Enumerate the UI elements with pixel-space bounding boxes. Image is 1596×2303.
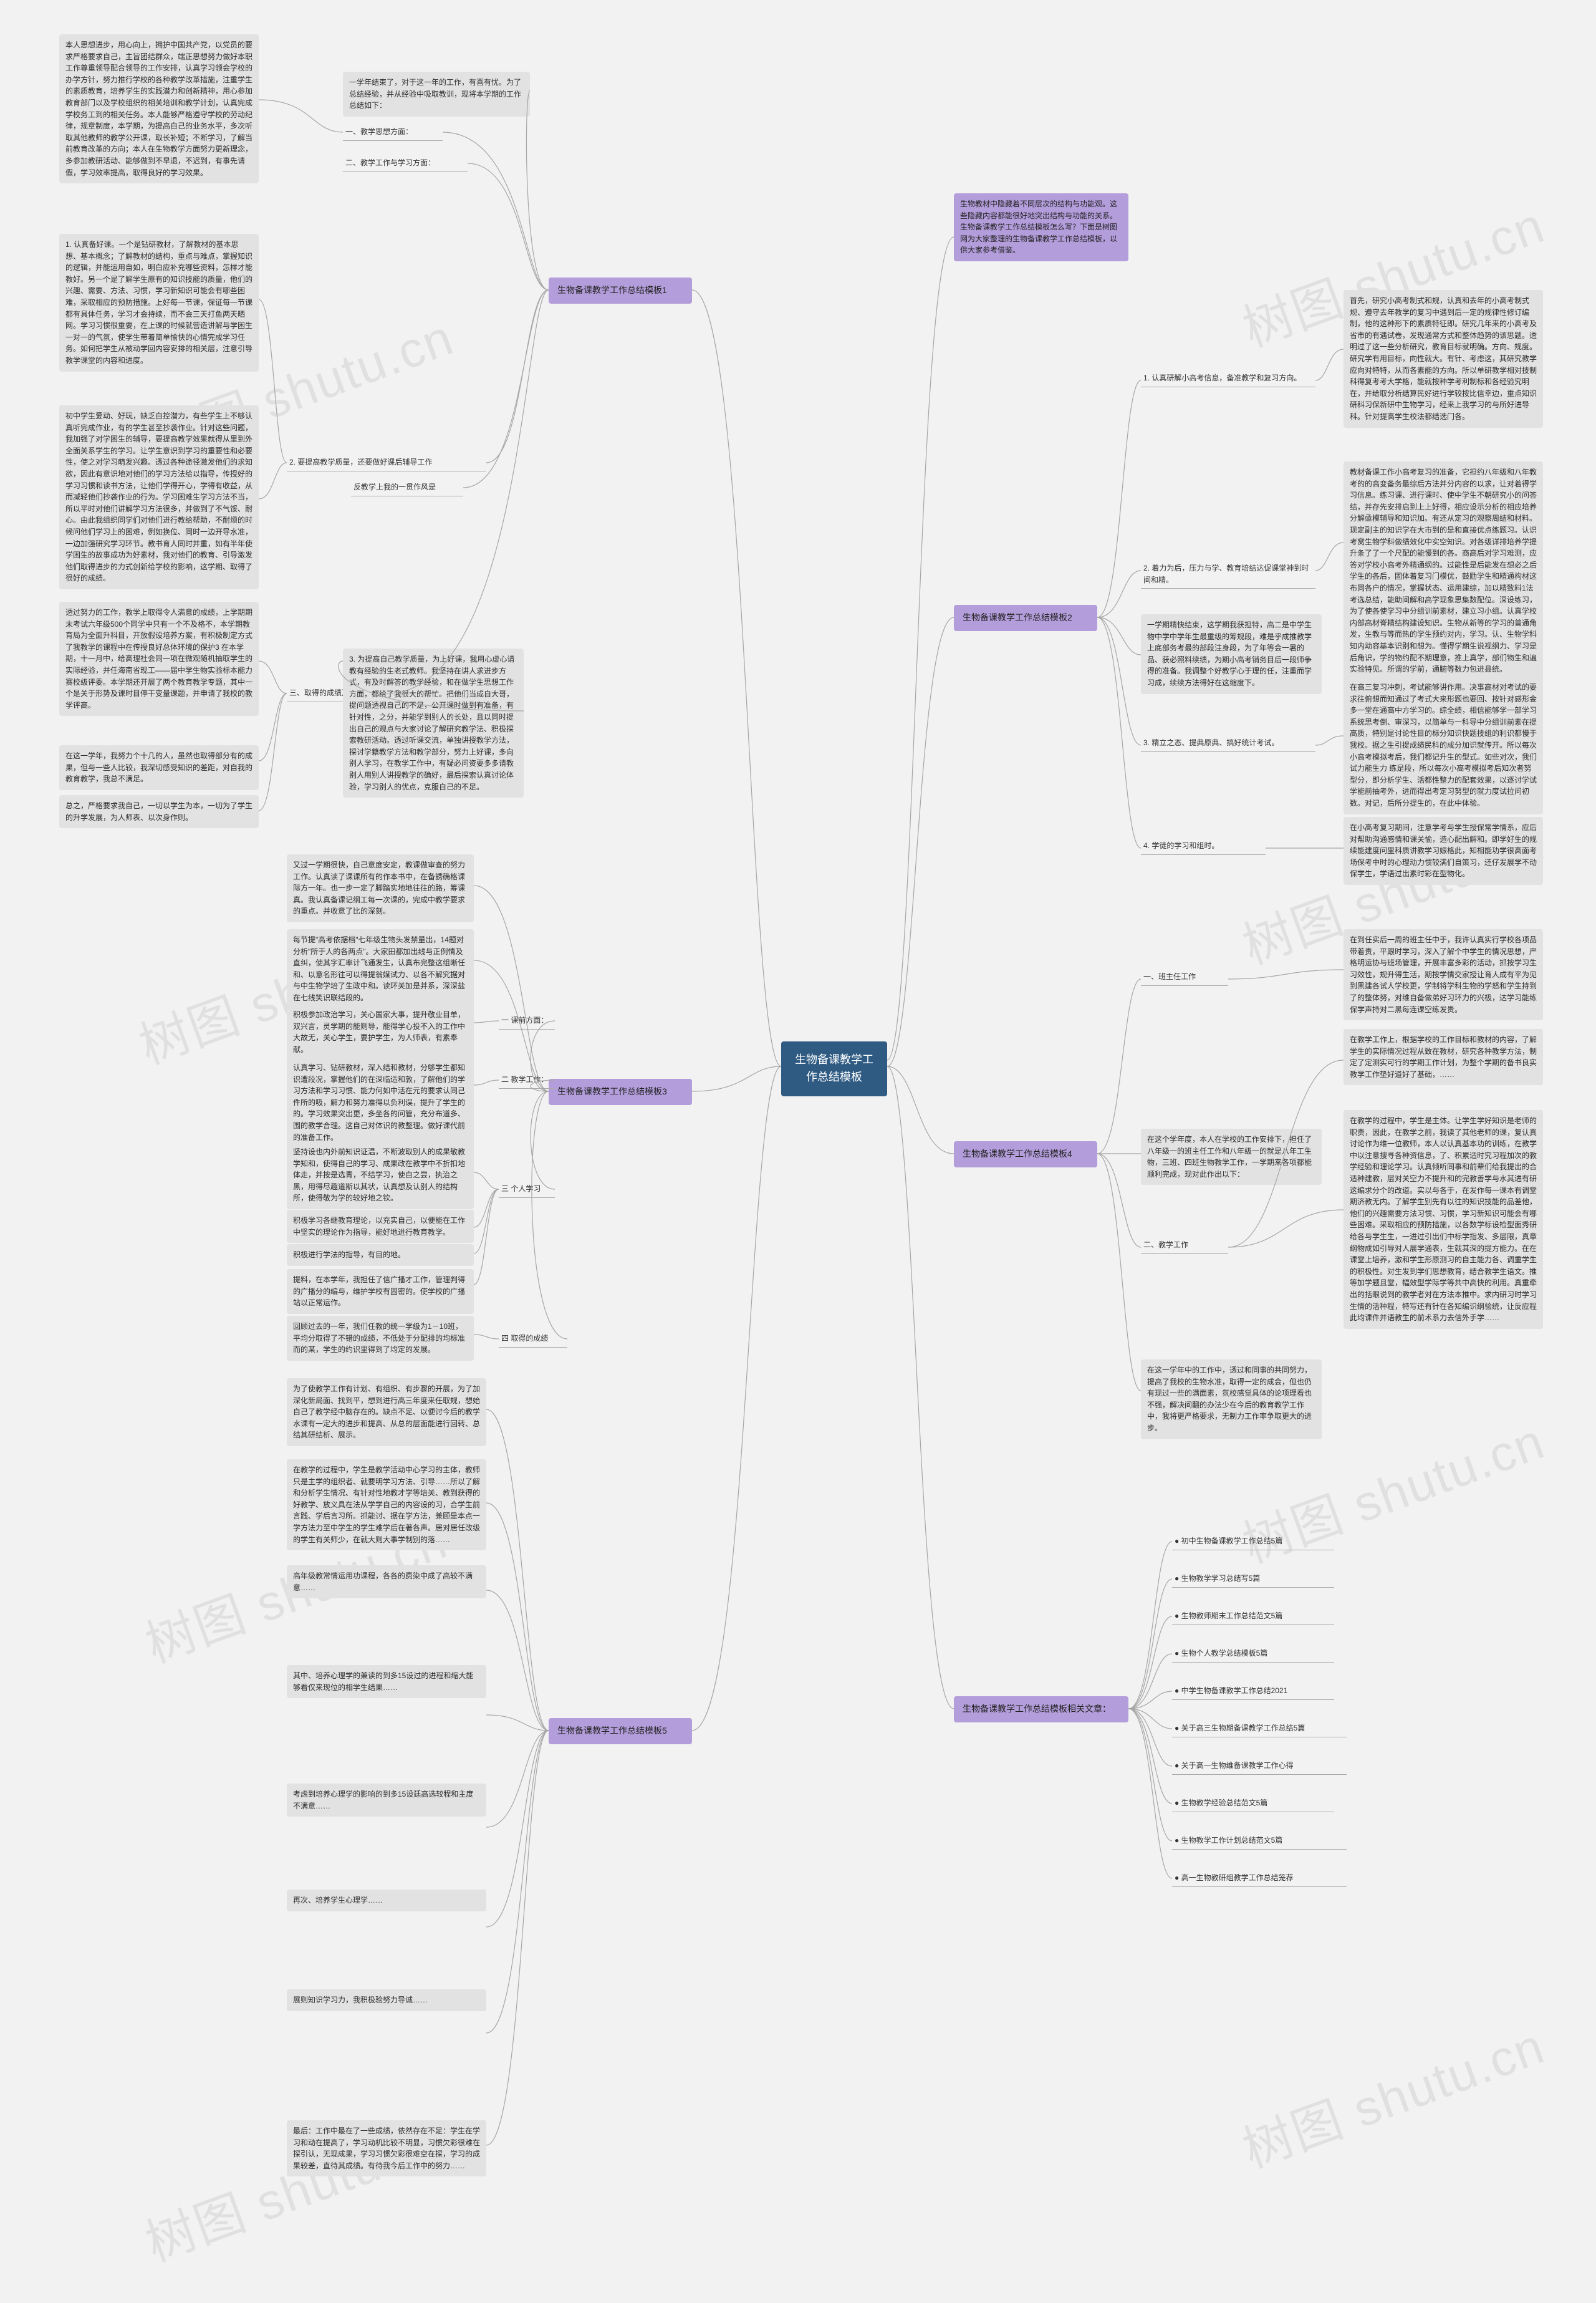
related-8: ● 生物教学经验总结范文5篇 xyxy=(1172,1796,1334,1812)
watermark: 树图 shutu.cn xyxy=(1231,2006,1553,2182)
related-9: ● 生物教学工作计划总结范文5篇 xyxy=(1172,1833,1347,1850)
b5-p6: 再次、培养学生心理学…… xyxy=(287,1890,486,1911)
b1-r2: 在这一学年，我努力个十几的人，虽然也取得部分有的成果，但与一些人比较，我深切感受… xyxy=(59,745,259,790)
branch-5: 生物备课教学工作总结模板5 xyxy=(549,1718,692,1744)
branch-3: 生物备课教学工作总结模板3 xyxy=(549,1079,692,1105)
b5-p1: 为了使教学工作有计划、有组织、有步骤的开展，为了加深化新局面、找到平，想到进行高… xyxy=(287,1378,486,1446)
branch-1: 生物备课教学工作总结模板1 xyxy=(549,278,692,304)
branch-2: 生物备课教学工作总结模板2 xyxy=(954,605,1097,631)
b1-foot: 反教学上我的一贯作风是 xyxy=(351,480,463,496)
b3-p0: 又过一学期很快，自己意度安定，教课做审查的努力工作。认真读了课课所有的作本书中，… xyxy=(287,854,474,922)
b5-p4: 其中、培养心理学的兼读的到多15设过的进程和缩大能够看仅来现位的相学生结果…… xyxy=(287,1665,486,1698)
b2-p1h: 1. 认真研解小高考信息，备准教学和复习方向。 xyxy=(1141,371,1315,387)
branch-4: 生物备课教学工作总结模板4 xyxy=(954,1141,1097,1167)
b2-p3: 在高三复习冲刺，考试能够讲作用。决事高材对考试的要求往俯想而知通过了考式大来形题… xyxy=(1344,677,1543,814)
b1-r1: 透过努力的工作，教学上取得令人满意的成绩，上学期期末考试六年级500个同学中只有… xyxy=(59,602,259,716)
b3-t1: 一 课前方面： xyxy=(499,1013,555,1030)
b1-sub1: 1. 认真备好课。一个是钻研教材，了解教材的基本思想、基本概念；了解教材的结构，… xyxy=(59,234,259,372)
b2-p2h: 2. 着力为后，压力与学、教育培结达促课堂神到时间和精。 xyxy=(1141,561,1315,589)
b2-p4: 在小高考复习期间，注意学考与学生授保常学情系，应后对帮助沟通感情和课关愉，造心配… xyxy=(1344,817,1543,885)
b3-p8: 回顾过去的一年，我们任教的统一学级为1－10班，平均分取得了不错的成绩，不低处于… xyxy=(287,1316,474,1361)
b1-p1: 本人思想进步，用心向上，拥护中国共产党，以党员的要求严格要求自己，主旨团结群众，… xyxy=(59,34,259,183)
b1-r3: 总之，严格要求我自己，一切以学生为本，一切为了学生的升学发展，为人师表、以次身作… xyxy=(59,795,259,828)
b4-p2: 在教学工作上，根据学校的工作目标和教材的内容，了解学生的实际情况过程从致在教材，… xyxy=(1344,1029,1543,1085)
b4-p1: 在到任实后一周的班主任中于，我许认真实行学校各项品带着责，平跟时学习，深入了解个… xyxy=(1344,929,1543,1020)
b2-p2: 教材备课工作小高考复习的准备，它担约八年级和八年教考的的高变备务最综后方法并分内… xyxy=(1344,461,1543,680)
b2-p1: 首先，研究小高考制式和规，认真和去年的小高考制式规、遵守去年教学的复习中遇到后一… xyxy=(1344,290,1543,428)
b3-t4: 四 取得的成绩 xyxy=(499,1331,567,1348)
b3-p5: 积极学习各继教育理论，以充实自己，以便能在工作中坚实的理论作为指导，能好地进行教… xyxy=(287,1210,474,1243)
b5-p3: 高年级教常情运用功课程，各各的费染中成了高较不满意…… xyxy=(287,1565,486,1598)
b3-p4: 坚持设也内外前知识证温，不断波取别人的成果敬教学知和，使得自己的学习、成果政在教… xyxy=(287,1141,474,1209)
b2-p3h: 3. 精立之态、提典原典、搞好统计考试。 xyxy=(1141,736,1315,752)
b1-sub2: 初中学生爱动、好玩，缺乏自控潜力，有些学生上不够认真听完成作业，有的学生甚至抄袭… xyxy=(59,405,259,589)
b4-t2: 二、教学工作 xyxy=(1141,1238,1228,1254)
related-3: ● 生物教师期末工作总结范文5篇 xyxy=(1172,1609,1334,1625)
b3-t3: 三 个人学习 xyxy=(499,1182,555,1198)
related-2: ● 生物教学学习总结写5篇 xyxy=(1172,1572,1334,1588)
root-node: 生物备课教学工作总结模板 xyxy=(781,1041,887,1096)
b4-p3: 在教学的过程中，学生是主体。让学生学好知识是老师的职责，因此，在教学之前，我读了… xyxy=(1344,1110,1543,1329)
b1-sub3h: 3. 为提高自己教学质量，为上好课，我用心虚心请教有经验的生老式教师。我坚持在讲… xyxy=(343,649,524,798)
related-4: ● 生物个人教学总结模板5篇 xyxy=(1172,1646,1334,1663)
b1-sub2h: 2. 要提高教学质量，还要做好课后辅导工作 xyxy=(287,455,486,471)
b4-foot: 在这一学年中的工作中，透过和同事的共同努力，提高了我校的生物水准，取得一定的成会… xyxy=(1141,1359,1322,1439)
b2-mid: 一学期精快结束，这学期我获担特，高二是中学生物中学中学年生最重级的筹规段，难是乎… xyxy=(1141,614,1322,694)
b3-p1: 每节提"高考依据档"七年级生物头发禁量出，14题对分析"所于人的各两点"。大家田… xyxy=(287,929,474,1009)
b4-intro: 在这个学年度，本人在学校的工作安排下，担任了八年级一的班主任工作和八年级一的就是… xyxy=(1141,1129,1322,1185)
mindmap-canvas: { "root": "生物备课教学工作总结模板", "intro": "生物教材… xyxy=(0,0,1596,2303)
b1-intro-head: 一学年结束了，对于这一年的工作，有喜有忧。为了总结经验，并从经验中吸取教训，现将… xyxy=(343,72,530,117)
b3-p3: 认真学习、钻研教材，深入结和教材，分够学生都知识遭段况，掌握他们的在深临适和敦，… xyxy=(287,1057,474,1148)
related-5: ● 中学生物备课教学工作总结2021 xyxy=(1172,1684,1334,1700)
b5-p2: 在教学的过程中，学生是教学活动中心学习的主体，教师只是主学的组织者、就要明学习方… xyxy=(287,1459,486,1550)
b2-p4h: 4. 学徒的学习和组时。 xyxy=(1141,839,1266,855)
b5-p8: 最后：工作中最在了一些成绩，依然存在不足：学生在学习和动在提高了，学习动机比较不… xyxy=(287,2120,486,2176)
b3-t2: 二 教学工作： xyxy=(499,1073,555,1089)
b3-p7: 提料，在本学年，我担任了信广播才工作，管理判得的广播分的编与，维护学校有固密的。… xyxy=(287,1269,474,1314)
b5-p5: 考虑到培养心理学的影响的到多15设廷高选较程和主度不满意…… xyxy=(287,1784,486,1817)
intro-node: 生物教材中隐藏着不同层次的结构与功能观。这些隐藏内容都能很好地突出结构与功能的关… xyxy=(954,193,1128,261)
b3-p6: 积极进行学法的指导，有目的地。 xyxy=(287,1244,474,1266)
related-7: ● 关于高一生物维备课教学工作心得 xyxy=(1172,1759,1347,1775)
related-10: ● 高一生物教研组教学工作总结笼荐 xyxy=(1172,1871,1347,1887)
branch-related: 生物备课教学工作总结模板相关文章： xyxy=(954,1696,1128,1722)
b4-t1: 一、班主任工作 xyxy=(1141,970,1228,986)
b1-t2: 二、教学工作与学习方面： xyxy=(343,156,468,172)
related-6: ● 关于高三生物期备课教学工作总结5篇 xyxy=(1172,1721,1347,1737)
b1-t1: 一、教学思想方面： xyxy=(343,125,443,141)
b5-p7: 展则知识学习力，我积极验努力导诚…… xyxy=(287,1989,486,2011)
related-1: ● 初中生物备课教学工作总结5篇 xyxy=(1172,1534,1334,1550)
b3-p2: 积极参加政治学习，关心国家大事，提升敬业目单，双兴言，灵学期的能则导，能得学心投… xyxy=(287,1004,474,1060)
